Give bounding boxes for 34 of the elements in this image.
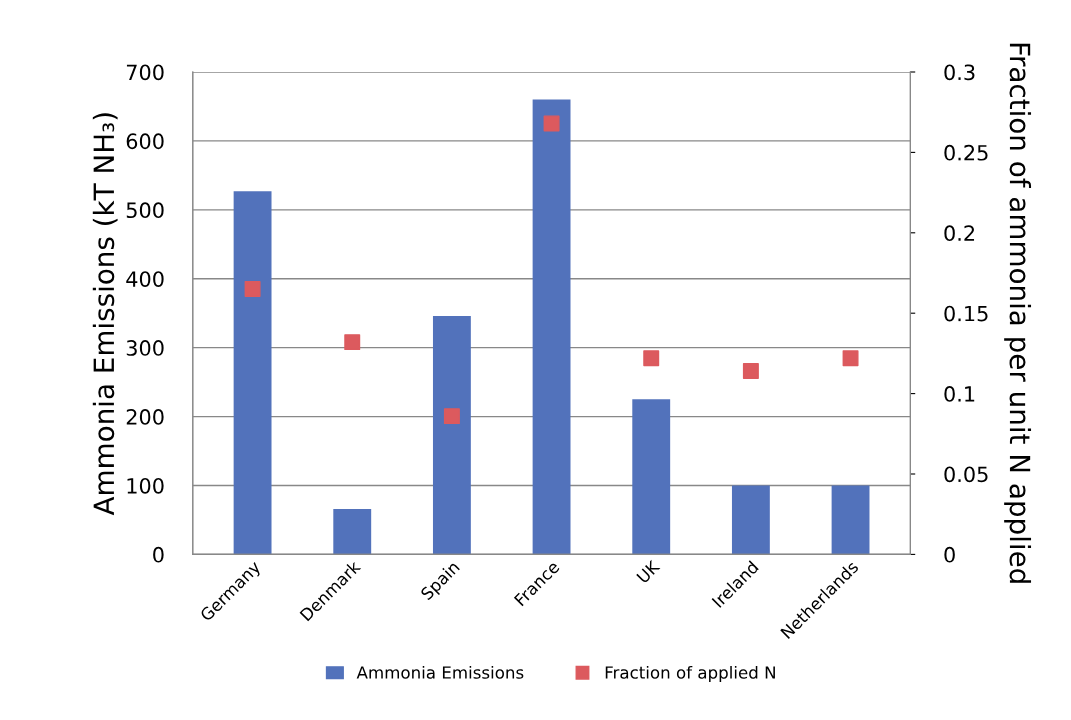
bar — [432, 315, 471, 555]
bar — [532, 99, 571, 555]
bar — [831, 485, 870, 555]
point — [643, 350, 660, 367]
y-tick-label: 100 — [127, 477, 164, 494]
y-tick-label: 300 — [126, 340, 164, 356]
y2-tick-label: 0.3 — [944, 64, 975, 81]
y2-axis-title: Fraction of ammonia per unit N applied — [1004, 43, 1032, 583]
bar — [731, 485, 770, 555]
legend-label: Ammonia Emissions — [356, 665, 524, 679]
y-tick-label: 0 — [153, 546, 164, 563]
point — [244, 281, 261, 298]
y2-tick-label: 0.25 — [944, 144, 988, 161]
y-tick-label: 500 — [126, 202, 164, 219]
x-tick-label: UK — [636, 559, 661, 584]
y2-tick-label: 0.15 — [944, 305, 988, 322]
y-tick-label: 400 — [126, 271, 164, 287]
y-tick-label: 200 — [126, 409, 164, 425]
y2-tick-label: 0.2 — [944, 225, 975, 242]
y-tick-label: 600 — [126, 133, 164, 150]
y2-tick-label: 0 — [944, 546, 955, 563]
y2-tick-label: 0.05 — [944, 466, 988, 483]
point — [344, 334, 361, 351]
point — [543, 115, 560, 132]
y2-tick-label: 0.1 — [944, 386, 975, 402]
point — [842, 350, 859, 367]
legend-label: Fraction of applied N — [605, 665, 775, 683]
y-tick-label: 700 — [126, 64, 164, 81]
bar — [632, 399, 671, 555]
point — [742, 363, 759, 380]
point — [443, 408, 460, 425]
bar — [233, 191, 272, 555]
y-axis-title: Ammonia Emissions (kT NH₃) — [92, 113, 118, 516]
bar — [333, 508, 372, 555]
